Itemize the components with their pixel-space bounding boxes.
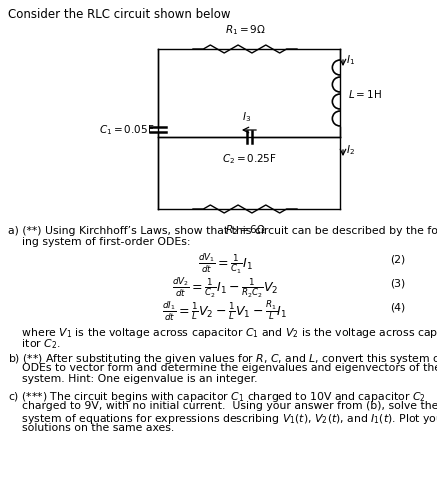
Text: b) (**) After substituting the given values for $R$, $C$, and $L$, convert this : b) (**) After substituting the given val…: [8, 351, 437, 365]
Text: (4): (4): [390, 302, 405, 312]
Text: ODEs to vector form and determine the eigenvalues and eigenvectors of the: ODEs to vector form and determine the ei…: [8, 362, 437, 372]
Text: system. Hint: One eigenvalue is an integer.: system. Hint: One eigenvalue is an integ…: [8, 373, 257, 383]
Text: $R_2 = 6\Omega$: $R_2 = 6\Omega$: [225, 223, 265, 236]
Text: charged to 9V, with no initial current.  Using your answer from (b), solve the: charged to 9V, with no initial current. …: [8, 400, 437, 410]
Text: ing system of first-order ODEs:: ing system of first-order ODEs:: [8, 237, 191, 246]
Text: $\frac{dI_1}{dt} = \frac{1}{L} V_2 - \frac{1}{L} V_1 - \frac{R_1}{L} I_1$: $\frac{dI_1}{dt} = \frac{1}{L} V_2 - \fr…: [163, 300, 288, 323]
Text: solutions on the same axes.: solutions on the same axes.: [8, 422, 174, 432]
Text: where $V_1$ is the voltage across capacitor $C_1$ and $V_2$ is the voltage acros: where $V_1$ is the voltage across capaci…: [8, 325, 437, 339]
Text: $I_1$: $I_1$: [346, 53, 355, 67]
Text: $C_2 = 0.25\mathrm{F}$: $C_2 = 0.25\mathrm{F}$: [222, 151, 276, 166]
Text: $C_1 = 0.05\mathrm{F}$: $C_1 = 0.05\mathrm{F}$: [99, 123, 154, 136]
Text: $\frac{dV_2}{dt} = \frac{1}{C_2} I_1 - \frac{1}{R_2 C_2} V_2$: $\frac{dV_2}{dt} = \frac{1}{C_2} I_1 - \…: [172, 275, 278, 300]
Text: Consider the RLC circuit shown below: Consider the RLC circuit shown below: [8, 8, 230, 21]
Text: system of equations for expressions describing $V_1(t)$, $V_2(t)$, and $I_1(t)$.: system of equations for expressions desc…: [8, 411, 437, 425]
Text: (2): (2): [390, 255, 405, 264]
Text: a) (**) Using Kirchhoff’s Laws, show that this circuit can be described by the f: a) (**) Using Kirchhoff’s Laws, show tha…: [8, 226, 437, 236]
Text: (3): (3): [390, 278, 405, 288]
Text: $I_3$: $I_3$: [243, 110, 252, 124]
Text: $L = 1\mathrm{H}$: $L = 1\mathrm{H}$: [348, 88, 382, 100]
Text: $\frac{dV_1}{dt} = \frac{1}{C_1} I_1$: $\frac{dV_1}{dt} = \frac{1}{C_1} I_1$: [198, 252, 253, 275]
Text: $I_2$: $I_2$: [346, 143, 355, 157]
Text: $R_1 = 9\Omega$: $R_1 = 9\Omega$: [225, 23, 265, 37]
Text: itor $C_2$.: itor $C_2$.: [8, 336, 61, 350]
Text: c) (***) The circuit begins with capacitor $C_1$ charged to 10V and capacitor $C: c) (***) The circuit begins with capacit…: [8, 389, 426, 403]
